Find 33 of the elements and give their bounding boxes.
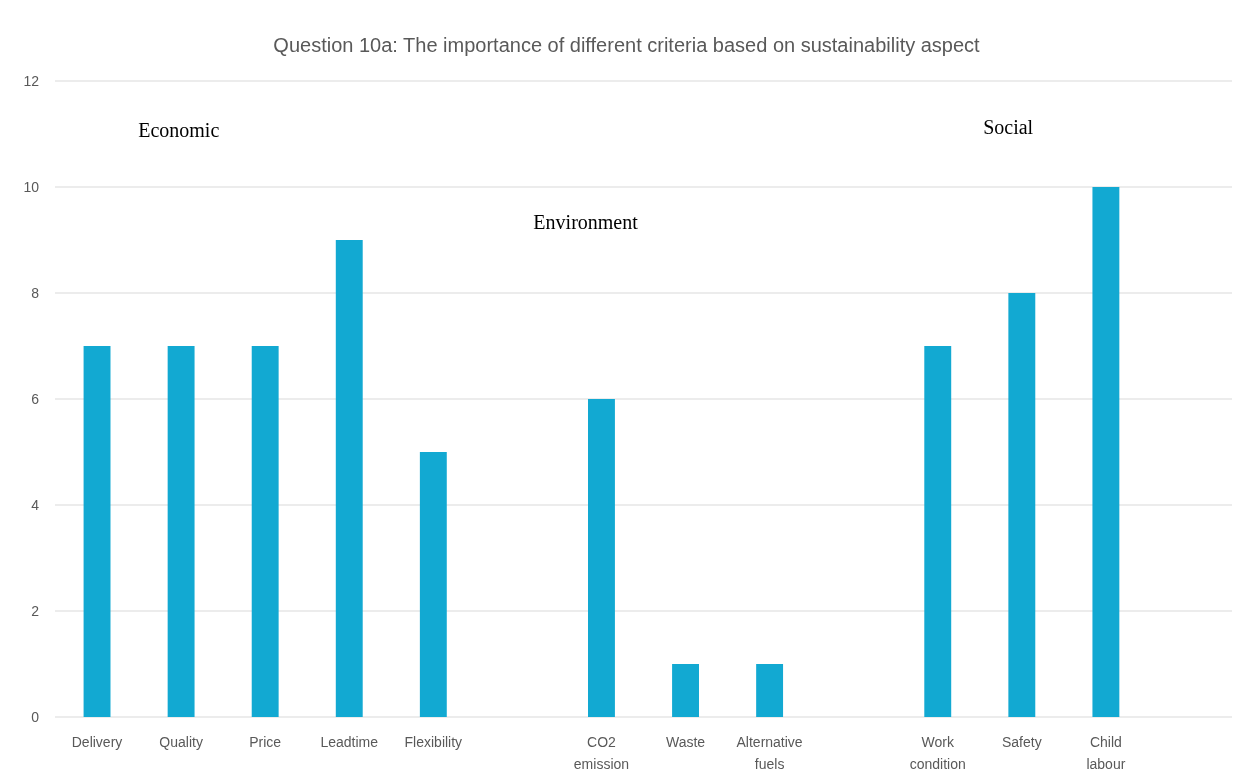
y-tick-label: 2 — [31, 602, 40, 619]
bar — [924, 346, 952, 717]
x-tick-label: Quality — [159, 734, 203, 750]
bar — [251, 346, 279, 717]
bar — [167, 346, 195, 717]
y-tick-label: 12 — [23, 72, 40, 89]
annotation: Economic — [138, 118, 220, 141]
x-tick-label: Delivery — [71, 734, 123, 750]
annotation: Environment — [533, 211, 639, 234]
bar — [756, 664, 784, 717]
bar — [588, 399, 615, 717]
x-tick-label: Leadtime — [320, 734, 379, 750]
x-tick-label: Work condition — [909, 734, 966, 772]
bar — [419, 452, 447, 717]
y-tick-label: 0 — [31, 708, 40, 725]
bar — [672, 664, 699, 717]
bar — [1092, 187, 1120, 717]
bar — [83, 346, 111, 717]
x-tick-label: Alternative fuels — [736, 734, 803, 772]
annotation: Social — [983, 116, 1034, 138]
x-tick-label: CO2 emission — [573, 734, 630, 772]
y-tick-label: 8 — [31, 284, 40, 301]
x-tick-label: Waste — [665, 734, 706, 750]
bar — [1008, 293, 1036, 717]
x-tick-label: Safety — [1001, 734, 1042, 750]
y-tick-label: 4 — [31, 496, 40, 513]
chart-title: Question 10a: The importance of different criteria based on sustainability aspect — [273, 34, 981, 56]
y-tick-label: 6 — [31, 390, 40, 407]
bar — [335, 240, 363, 717]
y-tick-label: 10 — [23, 178, 40, 195]
x-tick-label: Child labour — [1086, 734, 1126, 772]
x-tick-label: Price — [249, 734, 282, 750]
x-tick-label: Flexibility — [404, 734, 463, 750]
